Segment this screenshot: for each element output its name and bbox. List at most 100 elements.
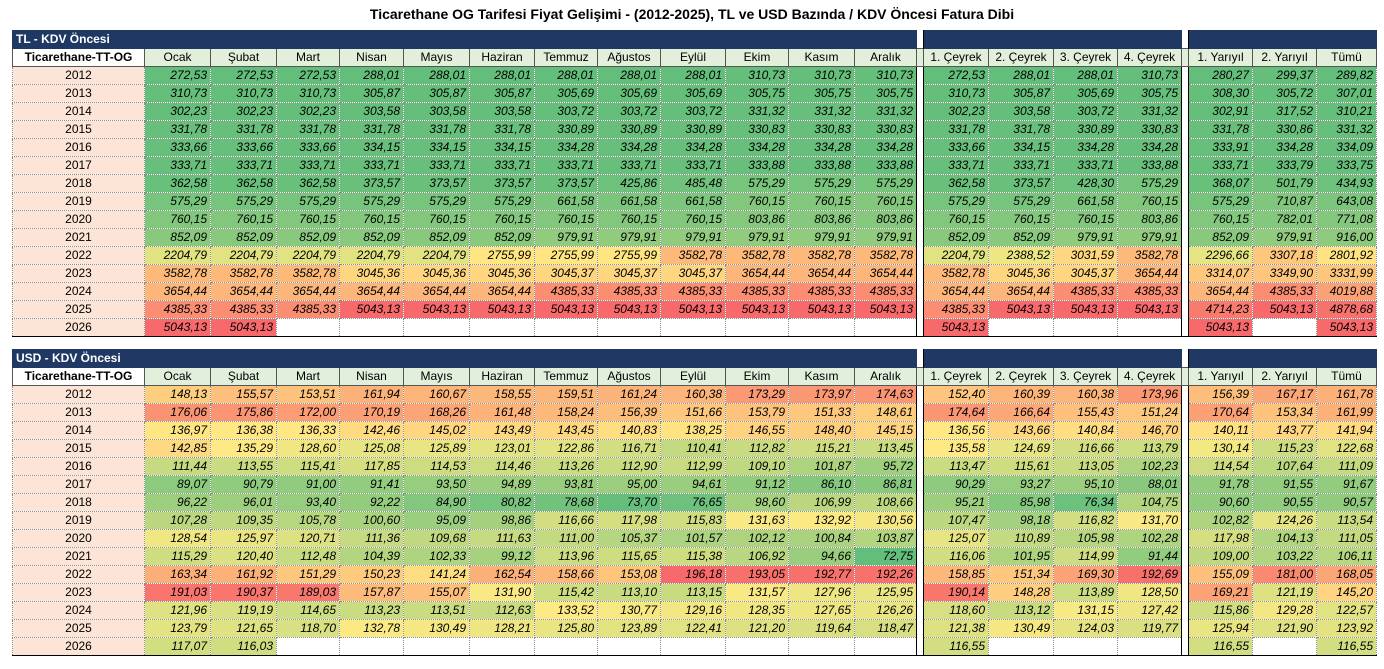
value-cell: 153,34	[1252, 403, 1317, 422]
column-header: Temmuz	[534, 48, 598, 67]
value-cell: 333,71	[534, 156, 598, 175]
value-cell: 310,73	[725, 66, 789, 85]
year-cell: 2013	[12, 403, 145, 422]
column-gap	[1181, 102, 1189, 121]
value-cell: 91,12	[725, 475, 789, 494]
value-cell	[597, 318, 661, 337]
column-header-row: Ticarethane-TT-OG Ocak Şubat Mart Nisan Mayıs…	[12, 48, 1377, 67]
value-cell: 305,69	[660, 84, 726, 103]
value-cell: 196,18	[660, 565, 726, 584]
table-row: 2015 142,85 135,29 128,60 125,08 125,89 123,01…	[12, 439, 1377, 458]
value-cell: 161,99	[1316, 403, 1377, 422]
value-cell: 192,69	[1117, 565, 1182, 584]
value-cell: 151,66	[660, 403, 726, 422]
value-cell: 852,09	[339, 228, 404, 247]
value-cell: 331,78	[923, 120, 989, 139]
value-cell: 84,90	[403, 493, 470, 512]
value-cell: 333,71	[660, 156, 726, 175]
value-cell: 100,84	[788, 529, 855, 548]
value-cell: 272,53	[210, 66, 277, 85]
value-cell: 2296,66	[1188, 246, 1253, 265]
value-cell: 122,68	[1316, 439, 1377, 458]
value-cell: 4385,33	[725, 282, 789, 301]
value-cell: 113,79	[1117, 439, 1182, 458]
column-gap	[916, 457, 924, 476]
table-row: 2023 3582,78 3582,78 3582,78 3045,36 3045,36 3…	[12, 264, 1377, 283]
year-cell: 2012	[12, 66, 145, 85]
value-cell: 4385,33	[144, 300, 211, 319]
value-cell: 96,01	[210, 493, 277, 512]
value-cell: 5043,13	[1188, 318, 1253, 337]
value-cell: 2755,99	[469, 246, 535, 265]
value-cell: 108,66	[854, 493, 917, 512]
value-cell: 176,06	[144, 403, 211, 422]
value-cell: 116,71	[597, 439, 661, 458]
column-gap	[916, 493, 924, 512]
column-gap	[1181, 403, 1189, 422]
value-cell: 123,01	[469, 439, 535, 458]
value-cell: 113,10	[597, 583, 661, 602]
column-header: Eylül	[660, 48, 726, 67]
value-cell	[788, 318, 855, 337]
value-cell: 136,38	[210, 421, 277, 440]
value-cell: 116,55	[1316, 637, 1377, 656]
year-cell: 2016	[12, 457, 145, 476]
column-gap	[916, 192, 924, 211]
value-cell: 305,87	[403, 84, 470, 103]
value-cell: 115,38	[660, 547, 726, 566]
value-cell: 109,10	[725, 457, 789, 476]
value-cell: 95,72	[854, 457, 917, 476]
value-cell: 2204,79	[923, 246, 989, 265]
column-gap	[1181, 66, 1189, 85]
value-cell: 114,46	[469, 457, 535, 476]
value-cell: 288,01	[403, 66, 470, 85]
value-cell: 280,27	[1188, 66, 1253, 85]
value-cell: 2204,79	[276, 246, 340, 265]
year-cell: 2021	[12, 228, 145, 247]
value-cell: 117,85	[339, 457, 404, 476]
value-cell: 130,77	[597, 601, 661, 620]
value-cell: 330,86	[1252, 120, 1317, 139]
value-cell: 128,60	[276, 439, 340, 458]
value-cell: 334,15	[469, 138, 535, 157]
value-cell: 133,52	[534, 601, 598, 620]
column-header: Ağustos	[597, 367, 661, 386]
column-header: Eylül	[660, 367, 726, 386]
value-cell: 80,82	[469, 493, 535, 512]
value-cell: 170,19	[339, 403, 404, 422]
value-cell: 333,71	[1188, 156, 1253, 175]
value-cell: 170,64	[1188, 403, 1253, 422]
column-gap	[1181, 529, 1189, 548]
value-cell: 119,19	[210, 601, 277, 620]
column-gap	[916, 84, 924, 103]
value-cell: 3654,44	[854, 264, 917, 283]
value-cell: 148,61	[854, 403, 917, 422]
value-cell: 362,58	[210, 174, 277, 193]
value-cell: 331,78	[339, 120, 404, 139]
value-cell: 166,64	[988, 403, 1054, 422]
value-cell: 162,54	[469, 565, 535, 584]
value-cell: 333,91	[1188, 138, 1253, 157]
value-cell: 331,78	[988, 120, 1054, 139]
value-cell: 852,09	[923, 228, 989, 247]
value-cell: 155,07	[403, 583, 470, 602]
column-gap	[916, 156, 924, 175]
column-gap	[916, 475, 924, 494]
value-cell: 333,79	[1252, 156, 1317, 175]
value-cell: 4385,33	[788, 282, 855, 301]
value-cell: 330,83	[1117, 120, 1182, 139]
value-cell: 113,96	[534, 547, 598, 566]
value-cell: 362,58	[276, 174, 340, 193]
value-cell: 803,86	[854, 210, 917, 229]
column-header: Haziran	[469, 367, 535, 386]
section-title: TL - KDV Öncesi	[12, 30, 917, 49]
value-cell: 3582,78	[788, 246, 855, 265]
column-header: Aralık	[854, 48, 917, 67]
value-cell: 106,92	[725, 547, 789, 566]
value-cell: 93,81	[534, 475, 598, 494]
value-cell: 128,21	[469, 619, 535, 638]
value-cell: 333,71	[403, 156, 470, 175]
value-cell: 4385,33	[210, 300, 277, 319]
table-row: 2022 163,34 161,92 151,29 150,23 141,24 162,54…	[12, 565, 1377, 584]
value-cell: 3654,44	[469, 282, 535, 301]
